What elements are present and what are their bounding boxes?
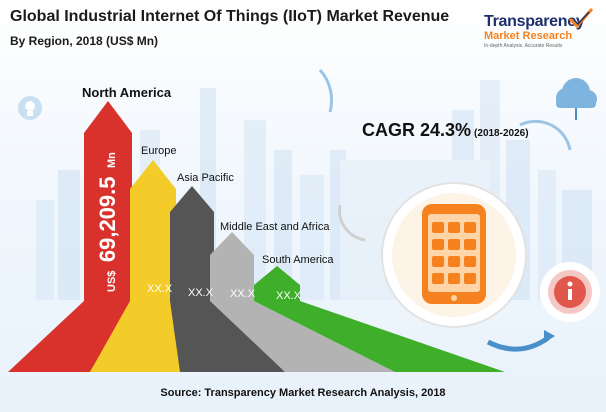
chart-subtitle: By Region, 2018 (US$ Mn)	[10, 34, 159, 48]
na-value-suffix: Mn	[106, 152, 118, 168]
value-label-middle-east-africa: XX.X	[230, 288, 256, 300]
brand-name: Transparency	[484, 13, 585, 30]
na-value-label: US$ 69,209.5 Mn	[95, 152, 120, 292]
category-label-europe: Europe	[141, 145, 176, 157]
value-labels: XX.X XX.X XX.X XX.X	[147, 283, 302, 302]
brand-tagline: In-depth Analysis. Accurate Results	[484, 43, 563, 49]
bar-north-america	[84, 101, 132, 301]
na-value-prefix: US$	[106, 271, 118, 292]
bar-middle-east-africa	[210, 232, 254, 301]
bar-base-europe	[90, 301, 180, 372]
region-bars	[8, 101, 505, 372]
source-note: Source: Transparency Market Research Ana…	[160, 387, 446, 399]
bar-base-asia-pacific	[170, 301, 285, 372]
category-label-south-america: South America	[262, 254, 334, 266]
brand-line2: Market Research	[484, 30, 573, 42]
smartphone-icon	[381, 182, 527, 328]
chart-title: Global Industrial Internet Of Things (II…	[10, 8, 450, 25]
value-label-asia-pacific: XX.X	[188, 287, 214, 299]
bar-base-south-america	[254, 301, 505, 372]
cagr-period: (2018-2026)	[474, 128, 529, 139]
idea-bulb-icon	[18, 96, 42, 120]
cloud-icon	[556, 78, 597, 120]
category-label-asia-pacific: Asia Pacific	[177, 172, 234, 184]
value-label-europe: XX.X	[147, 283, 173, 295]
bar-base-middle-east-africa	[210, 301, 395, 372]
bar-europe	[130, 160, 176, 301]
checkmark-icon	[568, 8, 594, 29]
info-icon	[540, 262, 600, 322]
bar-asia-pacific	[170, 186, 214, 301]
value-label-south-america: XX.X	[276, 290, 302, 302]
bar-south-america	[254, 266, 300, 301]
cagr-label: CAGR 24.3% (2018-2026)	[362, 120, 529, 141]
cagr-value: CAGR 24.3%	[362, 120, 472, 140]
na-value-number: 69,209.5	[95, 177, 120, 263]
decorative-arcs	[318, 68, 572, 352]
brand-logo: Transparency Market Research In-depth An…	[484, 8, 594, 49]
category-label-middle-east-africa: Middle East and Africa	[220, 221, 330, 233]
bar-base-north-america	[8, 301, 132, 372]
category-label-north-america: North America	[82, 85, 172, 100]
